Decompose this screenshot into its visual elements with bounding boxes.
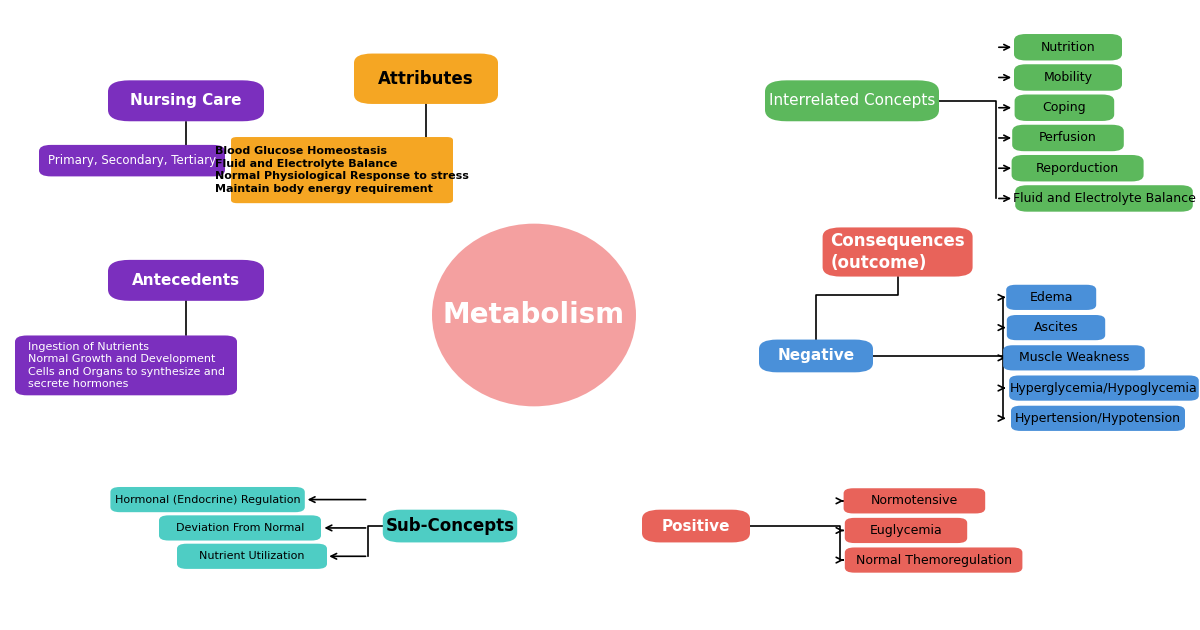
FancyBboxPatch shape bbox=[110, 487, 305, 512]
Text: Euglycemia: Euglycemia bbox=[870, 524, 942, 537]
FancyBboxPatch shape bbox=[760, 340, 874, 372]
Text: Consequences
(outcome): Consequences (outcome) bbox=[830, 232, 965, 272]
FancyBboxPatch shape bbox=[108, 80, 264, 121]
FancyBboxPatch shape bbox=[1009, 375, 1199, 401]
FancyBboxPatch shape bbox=[1014, 34, 1122, 60]
FancyBboxPatch shape bbox=[108, 260, 264, 301]
FancyBboxPatch shape bbox=[158, 515, 322, 541]
FancyBboxPatch shape bbox=[1007, 315, 1105, 340]
FancyBboxPatch shape bbox=[1012, 155, 1144, 181]
Text: Hyperglycemia/Hypoglycemia: Hyperglycemia/Hypoglycemia bbox=[1010, 382, 1198, 394]
Text: Muscle Weakness: Muscle Weakness bbox=[1019, 352, 1129, 364]
Text: Deviation From Normal: Deviation From Normal bbox=[176, 523, 304, 533]
Text: Hypertension/Hypotension: Hypertension/Hypotension bbox=[1015, 412, 1181, 425]
FancyBboxPatch shape bbox=[14, 335, 238, 396]
Text: Antecedents: Antecedents bbox=[132, 273, 240, 288]
Ellipse shape bbox=[432, 224, 636, 406]
FancyBboxPatch shape bbox=[1015, 185, 1193, 212]
FancyBboxPatch shape bbox=[354, 54, 498, 104]
Text: Hormonal (Endocrine) Regulation: Hormonal (Endocrine) Regulation bbox=[115, 495, 300, 505]
FancyBboxPatch shape bbox=[383, 510, 517, 542]
Text: Sub-Concepts: Sub-Concepts bbox=[385, 517, 515, 535]
Text: Nursing Care: Nursing Care bbox=[131, 93, 241, 108]
FancyBboxPatch shape bbox=[766, 80, 940, 121]
Text: Ascites: Ascites bbox=[1033, 321, 1079, 334]
Text: Metabolism: Metabolism bbox=[443, 301, 625, 329]
Text: Attributes: Attributes bbox=[378, 70, 474, 88]
FancyBboxPatch shape bbox=[823, 227, 973, 277]
Text: Coping: Coping bbox=[1043, 101, 1086, 114]
Text: Fluid and Electrolyte Balance: Fluid and Electrolyte Balance bbox=[1013, 192, 1195, 205]
FancyBboxPatch shape bbox=[1014, 64, 1122, 91]
FancyBboxPatch shape bbox=[1010, 406, 1186, 431]
FancyBboxPatch shape bbox=[845, 518, 967, 543]
Text: Normotensive: Normotensive bbox=[871, 495, 958, 507]
Text: Positive: Positive bbox=[661, 518, 731, 534]
Text: Nutrient Utilization: Nutrient Utilization bbox=[199, 551, 305, 561]
Text: Edema: Edema bbox=[1030, 291, 1073, 304]
FancyBboxPatch shape bbox=[844, 488, 985, 513]
Text: Mobility: Mobility bbox=[1044, 71, 1092, 84]
Text: Negative: Negative bbox=[778, 348, 854, 364]
Text: Primary, Secondary, Tertiary: Primary, Secondary, Tertiary bbox=[48, 154, 216, 167]
FancyBboxPatch shape bbox=[642, 510, 750, 542]
FancyBboxPatch shape bbox=[1013, 125, 1123, 151]
Text: Ingestion of Nutrients
Normal Growth and Development
Cells and Organs to synthes: Ingestion of Nutrients Normal Growth and… bbox=[28, 342, 224, 389]
FancyBboxPatch shape bbox=[178, 544, 326, 569]
Text: Perfusion: Perfusion bbox=[1039, 132, 1097, 144]
FancyBboxPatch shape bbox=[1007, 285, 1097, 310]
FancyBboxPatch shape bbox=[1015, 94, 1115, 121]
Text: Blood Glucose Homeostasis
Fluid and Electrolyte Balance
Normal Physiological Res: Blood Glucose Homeostasis Fluid and Elec… bbox=[215, 147, 469, 193]
FancyBboxPatch shape bbox=[1003, 345, 1145, 370]
FancyBboxPatch shape bbox=[230, 137, 454, 203]
FancyBboxPatch shape bbox=[38, 145, 226, 176]
FancyBboxPatch shape bbox=[845, 547, 1022, 573]
Text: Normal Themoregulation: Normal Themoregulation bbox=[856, 554, 1012, 566]
Text: Interrelated Concepts: Interrelated Concepts bbox=[769, 93, 935, 108]
Text: Reporduction: Reporduction bbox=[1036, 162, 1120, 175]
Text: Nutrition: Nutrition bbox=[1040, 41, 1096, 54]
